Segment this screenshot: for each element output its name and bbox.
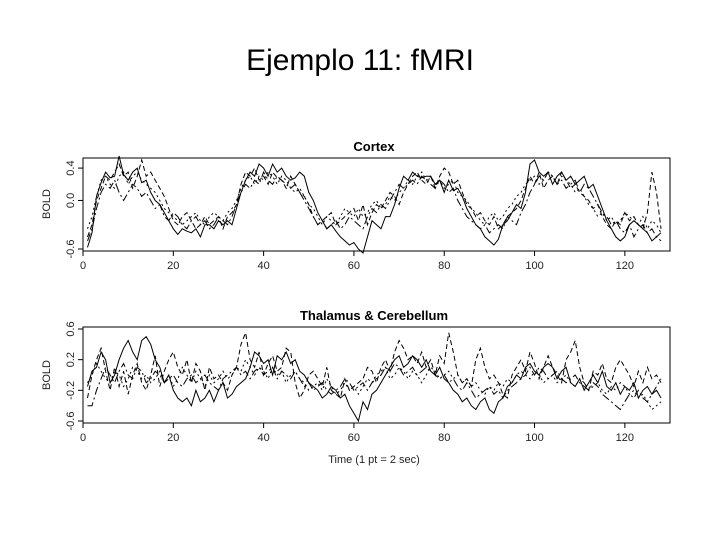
cortex-series-2-line xyxy=(87,158,662,238)
time-xlabel: Time (1 pt = 2 sec) xyxy=(328,454,420,466)
cortex-series-1-line xyxy=(87,155,662,254)
slide-title: Ejemplo 11: fMRI xyxy=(246,44,474,77)
x-tick-label: 100 xyxy=(525,260,543,272)
x-tick-label: 40 xyxy=(257,260,269,272)
y-tick-label: 0.2 xyxy=(65,352,77,367)
y-tick-label: 0.4 xyxy=(65,160,77,175)
x-tick-label: 60 xyxy=(348,260,360,272)
thalamus-cerebellum-series-2-line xyxy=(87,330,662,400)
x-tick-label: 0 xyxy=(80,260,86,272)
y-tick-label: -0.2 xyxy=(65,381,77,400)
y-tick-label: -0.6 xyxy=(65,412,77,431)
thalamus-cerebellum-series-1-line xyxy=(87,335,662,423)
cortex-title: Cortex xyxy=(353,139,395,154)
cortex-panel: Cortex BOLD 0 20 40 60 80 100 120 -0.6 0.0 0.4 xyxy=(41,139,671,272)
x-tick-label: 100 xyxy=(525,432,543,444)
y-tick-label: -0.6 xyxy=(65,240,77,259)
x-tick-label: 20 xyxy=(167,432,179,444)
thalamus-cerebellum-panel: Thalamus & Cerebellum BOLD Time (1 pt = … xyxy=(41,308,671,466)
thalamus-cerebellum-ylabel: BOLD xyxy=(41,360,53,390)
x-tick-label: 60 xyxy=(348,432,360,444)
cortex-ylabel: BOLD xyxy=(41,189,53,219)
thalamus-cerebellum-series-3-line xyxy=(87,358,662,411)
x-tick-label: 0 xyxy=(80,432,86,444)
thalamus-cerebellum-series-4-line xyxy=(87,362,662,411)
thalamus-cerebellum-title: Thalamus & Cerebellum xyxy=(300,308,448,323)
x-tick-label: 80 xyxy=(438,260,450,272)
x-tick-label: 40 xyxy=(257,432,269,444)
cortex-frame xyxy=(82,157,671,252)
y-tick-label: 0.0 xyxy=(65,193,77,208)
cortex-series-4-line xyxy=(87,170,662,242)
x-tick-label: 80 xyxy=(438,432,450,444)
cortex-series-3-line xyxy=(87,171,662,234)
x-tick-label: 20 xyxy=(167,260,179,272)
x-tick-label: 120 xyxy=(616,432,634,444)
thalamus-cerebellum-frame xyxy=(82,326,671,424)
x-tick-label: 120 xyxy=(616,260,634,272)
y-tick-label: 0.6 xyxy=(65,321,77,336)
